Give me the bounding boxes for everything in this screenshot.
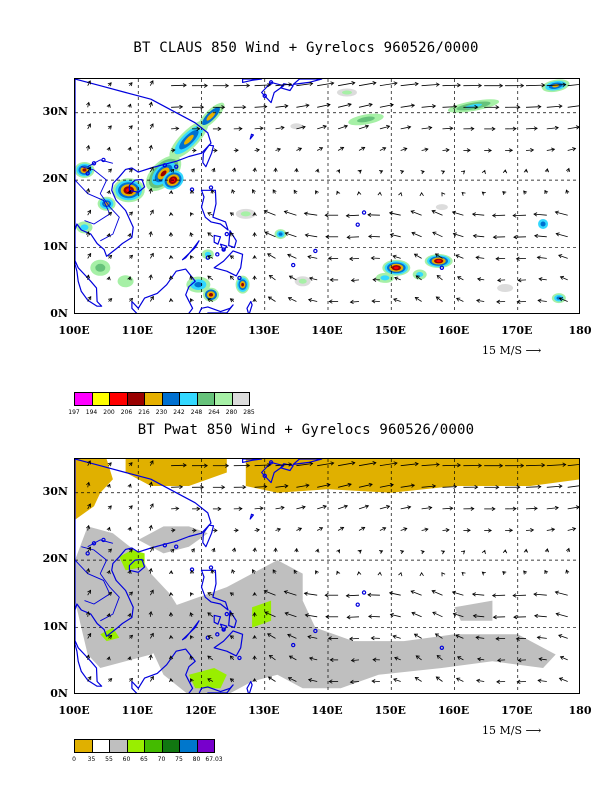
legend-swatch: [144, 739, 163, 753]
legend-swatch: [91, 392, 110, 406]
lon-label: 100E: [58, 704, 90, 717]
legend-label: 248: [190, 409, 203, 416]
claus-legend: [74, 392, 250, 406]
legend-label: 200: [103, 409, 115, 416]
lon-label: 170E: [501, 324, 533, 337]
pwat-map: [74, 458, 580, 694]
legend-label: 67.03: [205, 756, 223, 763]
legend-swatch: [196, 392, 215, 406]
lat-label: 0N: [50, 307, 68, 320]
legend-label: 75: [175, 756, 183, 763]
legend-label: 80: [192, 756, 201, 763]
legend-label: 0: [72, 756, 76, 763]
lon-label: 140E: [311, 324, 343, 337]
lon-label: 170E: [501, 704, 533, 717]
legend-label: 60: [122, 756, 131, 763]
legend-label: 230: [155, 409, 168, 416]
legend-swatch: [179, 739, 198, 753]
lon-label: 160E: [437, 324, 470, 337]
legend-label: 264: [208, 409, 220, 416]
lon-label: 100E: [58, 324, 90, 337]
legend-label: 242: [173, 409, 185, 416]
legend-label: 70: [157, 756, 166, 763]
lat-label: 0N: [50, 687, 68, 700]
lon-label: 110E: [121, 324, 153, 337]
pwat-ref-vector-label: 15 M/S: [482, 724, 522, 737]
legend-label: 65: [140, 756, 148, 763]
legend-swatch: [91, 739, 110, 753]
claus-ref-vector: 15 M/S ⟶: [482, 344, 542, 357]
lon-label: 120E: [184, 324, 217, 337]
legend-swatch: [196, 739, 215, 753]
legend-swatch: [126, 739, 145, 753]
legend-swatch: [231, 392, 250, 406]
lon-label: 150E: [374, 324, 406, 337]
lon-label: 140E: [311, 704, 343, 717]
claus-title: BT CLAUS 850 Wind + Gyrelocs 960526/0000: [133, 40, 479, 56]
lon-label: 160E: [437, 704, 470, 717]
legend-label: 285: [243, 409, 255, 416]
pwat-title: BT Pwat 850 Wind + Gyrelocs 960526/0000: [137, 422, 475, 438]
pwat-ref-vector: 15 M/S ⟶: [482, 724, 542, 737]
legend-swatch: [109, 739, 128, 753]
legend-swatch: [74, 392, 93, 406]
legend-label: 194: [85, 409, 98, 416]
legend-label: 35: [87, 756, 96, 763]
legend-swatch: [144, 392, 163, 406]
lat-label: 10N: [42, 619, 68, 633]
lon-label: 120E: [184, 704, 217, 717]
legend-swatch: [214, 392, 233, 406]
legend-label: 197: [68, 409, 80, 416]
claus-ref-vector-label: 15 M/S: [482, 344, 522, 357]
pwat-field: [75, 459, 579, 693]
legend-label: 55: [105, 756, 113, 763]
lon-label: 130E: [248, 324, 280, 337]
lon-label: 150E: [374, 704, 406, 717]
legend-swatch: [74, 739, 93, 753]
legend-label: 280: [225, 409, 238, 416]
legend-swatch: [109, 392, 128, 406]
legend-swatch: [126, 392, 145, 406]
lat-label: 30N: [42, 484, 68, 498]
lon-label: 110E: [121, 704, 153, 717]
legend-swatch: [179, 392, 198, 406]
legend-swatch: [161, 392, 180, 406]
lon-label: 180: [568, 324, 592, 337]
lon-label: 180: [568, 704, 592, 717]
lon-label: 130E: [248, 704, 280, 717]
claus-field: [75, 79, 579, 313]
pwat-legend: [74, 739, 215, 753]
lat-label: 10N: [42, 239, 68, 253]
legend-label: 206: [120, 409, 133, 416]
legend-label: 216: [138, 409, 150, 416]
lat-label: 20N: [42, 172, 68, 186]
claus-map: [74, 78, 580, 314]
lat-label: 30N: [42, 104, 68, 118]
lat-label: 20N: [42, 552, 68, 566]
legend-swatch: [161, 739, 180, 753]
